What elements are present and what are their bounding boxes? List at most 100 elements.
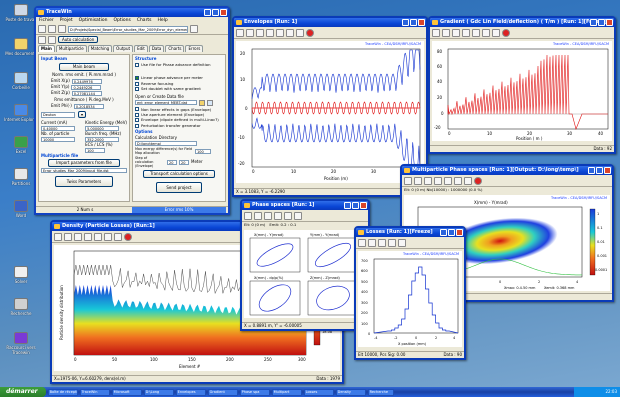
close-button[interactable] [456, 229, 463, 236]
envelopes-plot[interactable]: TraceWin - CEA/DSM/IRFU/SACM 20 10 0 -10… [236, 41, 424, 183]
menu-fichier[interactable]: Fichier [39, 18, 54, 23]
losses-window[interactable]: Losses [Run: 1][Freeze] TraceWin - CEA/D… [354, 226, 466, 360]
taskbar-item[interactable]: Density [335, 388, 366, 396]
open-icon[interactable] [404, 176, 412, 185]
multiparticle-titlebar[interactable]: Multiparticle Phase spaces [Run: 1][Outp… [402, 166, 612, 175]
transport-options-button[interactable]: Transport calculation options [143, 170, 215, 179]
taskbar-item[interactable]: Boîte de réception [47, 388, 78, 396]
copy-icon[interactable] [266, 28, 274, 37]
use-file-phase-checkbox[interactable]: Use file for Phase advance definition [135, 62, 223, 67]
calc-dir-field[interactable]: D:\long\temp\ [135, 141, 197, 147]
maximize-button[interactable] [448, 229, 455, 236]
menu-projet[interactable]: Projet [59, 18, 73, 23]
desktop-icon-excel[interactable]: Excel [4, 136, 38, 154]
energy-field[interactable]: 5.000000 [85, 126, 120, 131]
menu-charts[interactable]: Charts [136, 18, 152, 23]
taskbar-item[interactable]: Microsoft [111, 388, 142, 396]
particle-select[interactable]: Deuton [41, 111, 75, 118]
record-icon[interactable] [502, 28, 510, 37]
save-icon[interactable] [48, 25, 56, 33]
envelopes-window[interactable]: Envelopes [Run: 1] TraceWin - CEA/DSM/IR… [232, 16, 428, 197]
taskbar-item[interactable]: Envelopes [175, 388, 206, 396]
envelopes-titlebar[interactable]: Envelopes [Run: 1] [234, 18, 426, 27]
emit-z-field[interactable]: 0.27081144 [71, 90, 102, 96]
main-titlebar[interactable]: TraceWin [36, 8, 228, 17]
tab-charts[interactable]: Charts [165, 45, 185, 52]
axis-icon[interactable] [114, 232, 122, 241]
desktop-icon-documents[interactable]: Mes documents [4, 38, 38, 56]
grid-icon[interactable] [286, 28, 294, 37]
taskbar-item[interactable]: Gradient [207, 388, 238, 396]
maximize-button[interactable] [212, 9, 219, 16]
copy-icon[interactable] [274, 211, 282, 220]
stop-icon[interactable] [48, 35, 56, 44]
zoom-icon[interactable] [284, 211, 292, 220]
emit-phi-field[interactable]: 0.2018534 [73, 103, 104, 109]
open-icon[interactable] [236, 28, 244, 37]
nonlinear-checkbox[interactable]: Non linear effects in gaps (Envelope) [135, 107, 223, 112]
taskbar-item[interactable]: TraceWin [79, 388, 110, 396]
tab-errors[interactable]: Errors [185, 45, 204, 52]
desktop-icon-partitions[interactable]: Partitions [4, 168, 38, 186]
project-path-field[interactable]: D:\Projets\Special_Beam\Error_studies_Ma… [68, 25, 188, 33]
zoom-icon[interactable] [444, 176, 452, 185]
tab-edit[interactable]: Edit [134, 45, 148, 52]
maximize-button[interactable] [410, 19, 417, 26]
tracewin-main-window[interactable]: TraceWin Fichier Projet Optimisation Opt… [34, 6, 230, 215]
desktop-icon-search[interactable]: Recherche [4, 298, 38, 316]
desktop-icon-ie[interactable]: Internet Explorer [4, 104, 38, 122]
menu-optimisation[interactable]: Optimisation [78, 18, 108, 23]
main-beam-button[interactable]: Main beam [59, 63, 109, 71]
desktop-icon-tracewin[interactable]: Raccourci vers Tracewin [4, 332, 38, 355]
save-icon[interactable] [64, 232, 72, 241]
pert-gen-checkbox[interactable]: Perturbation transfer generator [135, 123, 223, 128]
print-icon[interactable] [74, 232, 82, 241]
close-button[interactable] [220, 9, 227, 16]
env-dm-checkbox[interactable]: Envelope (dipole defined in multi-Linac?… [135, 117, 223, 122]
save-icon[interactable] [254, 211, 262, 220]
minimize-button[interactable] [440, 229, 447, 236]
zoom-icon[interactable] [276, 28, 284, 37]
open-icon[interactable] [432, 28, 440, 37]
run-icon[interactable] [58, 25, 66, 33]
losses-titlebar[interactable]: Losses [Run: 1][Freeze] [356, 228, 464, 237]
gradient-window[interactable]: Gradient ( Gdc Lin Field/deflection) ( T… [428, 16, 616, 154]
import-params-button[interactable]: Import parameters from file [48, 159, 120, 167]
copy-icon[interactable] [84, 232, 92, 241]
desktop-icon-computer[interactable]: Poste de travail [4, 4, 38, 22]
step-field-2[interactable]: 20 [179, 159, 189, 165]
maximize-button[interactable] [352, 202, 359, 209]
ecs-field[interactable]: 100 [85, 148, 106, 153]
print-icon[interactable] [452, 28, 460, 37]
phase-plot[interactable]: X(mm) - Y(mrad) Y(mm) - Y(mrad) X(mm) - … [244, 230, 366, 318]
data-file-field[interactable]: ent_error_element_MEBT.dat [135, 100, 197, 106]
axis-icon[interactable] [464, 176, 472, 185]
folder-icon[interactable] [199, 99, 205, 106]
tab-multiparticle[interactable]: Multiparticle [55, 45, 87, 52]
record-icon[interactable] [306, 28, 314, 37]
send-project-button[interactable]: Send project [156, 182, 202, 194]
minimize-button[interactable] [588, 167, 595, 174]
bunch-field[interactable]: 352.2000 [85, 137, 120, 142]
help-icon[interactable] [190, 25, 198, 33]
taskbar-item[interactable]: Multipart [271, 388, 302, 396]
open-icon[interactable] [358, 238, 366, 247]
open-folder-icon[interactable] [38, 25, 46, 33]
menu-options[interactable]: Options [113, 18, 131, 23]
minimize-button[interactable] [204, 9, 211, 16]
save-icon[interactable] [414, 176, 422, 185]
save-icon[interactable] [246, 28, 254, 37]
save-icon[interactable] [368, 238, 376, 247]
save-icon[interactable] [442, 28, 450, 37]
copy-icon[interactable] [462, 28, 470, 37]
menu-help[interactable]: Help [157, 18, 168, 23]
zoom-icon[interactable] [472, 28, 480, 37]
print-icon[interactable] [424, 176, 432, 185]
record-icon[interactable] [474, 176, 482, 185]
minimize-button[interactable] [590, 19, 597, 26]
grid-icon[interactable] [454, 176, 462, 185]
maximize-button[interactable] [596, 167, 603, 174]
copy-icon[interactable] [434, 176, 442, 185]
minimize-button[interactable] [402, 19, 409, 26]
minimize-button[interactable] [344, 202, 351, 209]
